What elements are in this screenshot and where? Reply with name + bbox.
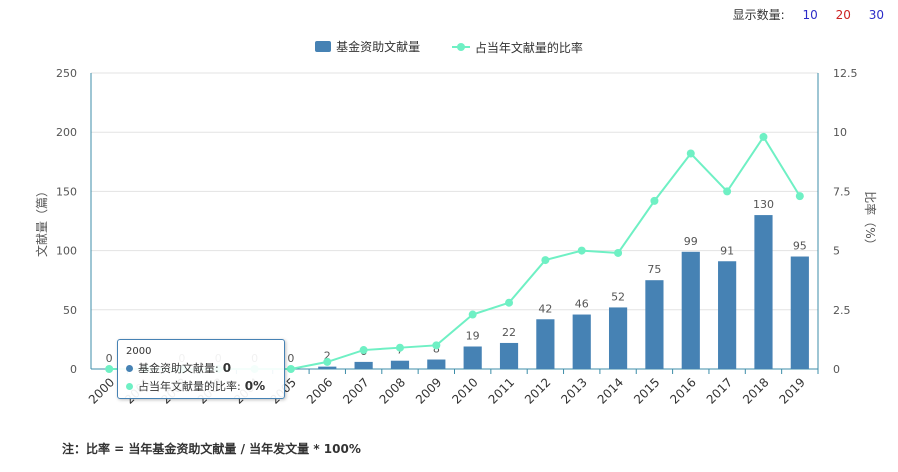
ratio-point [686, 149, 695, 158]
x-axis-tick-label: 2014 [595, 375, 626, 406]
bar-data-label: 2 [324, 350, 331, 363]
bar [608, 307, 628, 369]
ratio-point [577, 246, 586, 255]
ratio-point [650, 196, 659, 205]
display-count-option-10[interactable]: 10 [802, 8, 818, 22]
right-axis-title: 比率（%） [863, 191, 878, 250]
legend-label-ratio: 占当年文献量的比率 [474, 40, 583, 55]
left-axis-tick-label: 200 [56, 126, 77, 139]
bar-data-label: 91 [720, 244, 734, 257]
bar-data-label: 0 [106, 352, 113, 365]
bar-data-label: 52 [611, 290, 625, 303]
x-axis-tick-label: 2019 [776, 375, 807, 406]
ratio-point [614, 248, 623, 257]
bar-data-label: 99 [684, 235, 698, 248]
bar [463, 346, 482, 369]
bar [718, 261, 737, 369]
tooltip-count-value: 0 [222, 361, 232, 375]
bar [572, 314, 591, 369]
bar [354, 361, 373, 369]
x-axis-tick-label: 2016 [667, 375, 698, 406]
bar [645, 280, 664, 369]
bar-data-label: 75 [647, 263, 661, 276]
tooltip-count-label: 基金资助文献量: [138, 362, 219, 375]
bar [536, 319, 555, 369]
chart-tooltip: 2000 基金资助文献量: 0 占当年文献量的比率: 0% [117, 339, 285, 399]
ratio-point [432, 341, 441, 350]
ratio-point [286, 365, 295, 373]
x-axis-tick-label: 2013 [558, 375, 589, 406]
right-axis-tick-label: 2.5 [833, 304, 851, 317]
right-axis-tick-label: 0 [833, 363, 840, 376]
tooltip-ratio-dot [126, 382, 133, 390]
display-count-label: 显示数量: [732, 8, 785, 22]
x-axis-tick-label: 2008 [377, 375, 408, 406]
x-axis-tick-label: 2009 [413, 375, 444, 406]
bar-data-label: 95 [793, 240, 807, 253]
left-axis-tick-label: 250 [56, 67, 77, 80]
ratio-point [795, 192, 804, 201]
x-axis-tick-label: 2012 [522, 375, 553, 406]
tooltip-row-count: 基金资助文献量: 0 [126, 360, 276, 376]
ratio-point [468, 310, 477, 319]
bar-data-label: 0 [287, 352, 294, 365]
ratio-point [105, 365, 114, 373]
tooltip-title: 2000 [126, 346, 152, 357]
legend-bar-swatch [315, 41, 332, 52]
ratio-point [723, 187, 732, 196]
left-axis-tick-label: 0 [70, 363, 77, 376]
legend-label-funded-count: 基金资助文献量 [336, 40, 421, 54]
tooltip-count-dot [126, 364, 133, 372]
bar [427, 359, 446, 369]
display-count-option-20[interactable]: 20 [835, 8, 851, 22]
chart-legend: 基金资助文献量 占当年文献量的比率 [0, 38, 898, 56]
footnote: 注：比率 = 当年基金资助文献量 / 当年发文量 * 100% [62, 442, 361, 456]
bar-data-label: 130 [753, 198, 774, 211]
right-axis-tick-label: 10 [833, 126, 847, 139]
x-axis-tick-label: 2010 [449, 375, 480, 406]
x-axis-tick-label: 2007 [340, 375, 371, 406]
right-axis-tick-label: 12.5 [833, 67, 858, 80]
bar [390, 360, 410, 369]
bar-data-label: 22 [502, 326, 516, 339]
ratio-point [395, 343, 404, 352]
left-axis-tick-label: 50 [63, 304, 77, 317]
legend-item-ratio[interactable]: 占当年文献量的比率 [451, 39, 583, 56]
tooltip-row-ratio: 占当年文献量的比率: 0% [126, 378, 276, 394]
ratio-point [541, 256, 550, 265]
right-axis-tick-label: 7.5 [833, 185, 851, 198]
bar [790, 256, 809, 369]
x-axis-tick-label: 2015 [631, 375, 662, 406]
display-count-option-30[interactable]: 30 [868, 8, 884, 22]
legend-line-swatch [451, 42, 470, 52]
ratio-point [359, 346, 368, 355]
bar [681, 251, 700, 369]
legend-item-funded-count[interactable]: 基金资助文献量 [315, 38, 420, 55]
display-count-selector: 显示数量: 10 20 30 [733, 6, 884, 23]
right-axis-tick-label: 5 [833, 245, 840, 258]
tooltip-ratio-value: 0% [244, 379, 266, 393]
x-axis-tick-label: 2011 [486, 375, 517, 406]
bar-data-label: 42 [538, 302, 552, 315]
ratio-point [323, 357, 332, 366]
tooltip-ratio-label: 占当年文献量的比率: [138, 380, 241, 393]
x-axis-tick-label: 2006 [304, 375, 335, 406]
x-axis-tick-label: 2000 [86, 375, 117, 406]
left-axis-title: 文献量（篇） [34, 185, 49, 257]
bar [318, 366, 337, 369]
ratio-point [759, 132, 768, 141]
x-axis-tick-label: 2017 [704, 375, 735, 406]
x-axis-tick-label: 2018 [740, 375, 771, 406]
left-axis-tick-label: 100 [56, 245, 77, 258]
left-axis-tick-label: 150 [56, 185, 77, 198]
bar-data-label: 19 [466, 330, 480, 343]
ratio-point [505, 298, 514, 307]
bar [499, 342, 519, 369]
bar [754, 215, 773, 369]
bar-data-label: 46 [575, 298, 589, 311]
